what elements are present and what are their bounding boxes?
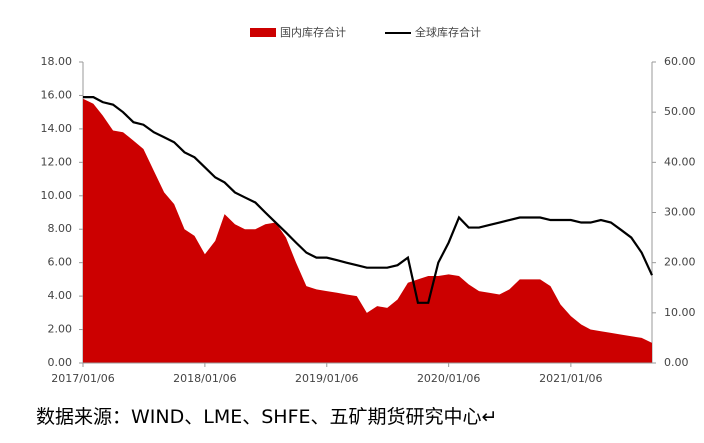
chart: 0.00 2.00 4.00 6.00 8.00 10.00 12.00 14.00 16.00…	[41, 25, 696, 385]
y2-tick-label: 10.00	[664, 306, 696, 319]
y-tick-label: 10.00	[41, 189, 73, 202]
y2-tick-label: 20.00	[664, 256, 696, 269]
y-tick-label: 4.00	[48, 289, 73, 302]
x-tick-label: 2019/01/06	[295, 372, 358, 385]
line	[83, 96, 653, 304]
x-tick-label: 2021/01/06	[539, 372, 602, 385]
y-tick-label: 6.00	[48, 256, 73, 269]
y-tick-label: 2.00	[48, 323, 73, 336]
y-tick-label: 12.00	[41, 155, 73, 168]
y2-tick-label: 60.00	[664, 55, 696, 68]
y-tick-label: 18.00	[41, 55, 73, 68]
legend-label: 全球库存合计	[415, 25, 481, 39]
y-tick-label: 16.00	[41, 88, 73, 101]
y-tick-label: 8.00	[48, 222, 73, 235]
x-tick-label: 2018/01/06	[173, 372, 236, 385]
x-tick-label: 2017/01/06	[51, 372, 114, 385]
legend-swatch	[250, 28, 276, 37]
y2-tick-label: 30.00	[664, 206, 696, 219]
source-note: 数据来源：WIND、LME、SHFE、五矿期货研究中心↵	[36, 406, 498, 428]
y2-tick-label: 50.00	[664, 105, 696, 118]
legend-label: 国内库存合计	[280, 25, 346, 39]
y-tick-label: 0.00	[48, 356, 73, 369]
y2-tick-label: 40.00	[664, 155, 696, 168]
y-tick-label: 14.00	[41, 122, 73, 135]
x-tick-label: 2020/01/06	[417, 372, 480, 385]
y2-tick-label: 0.00	[664, 356, 689, 369]
area	[83, 98, 652, 364]
